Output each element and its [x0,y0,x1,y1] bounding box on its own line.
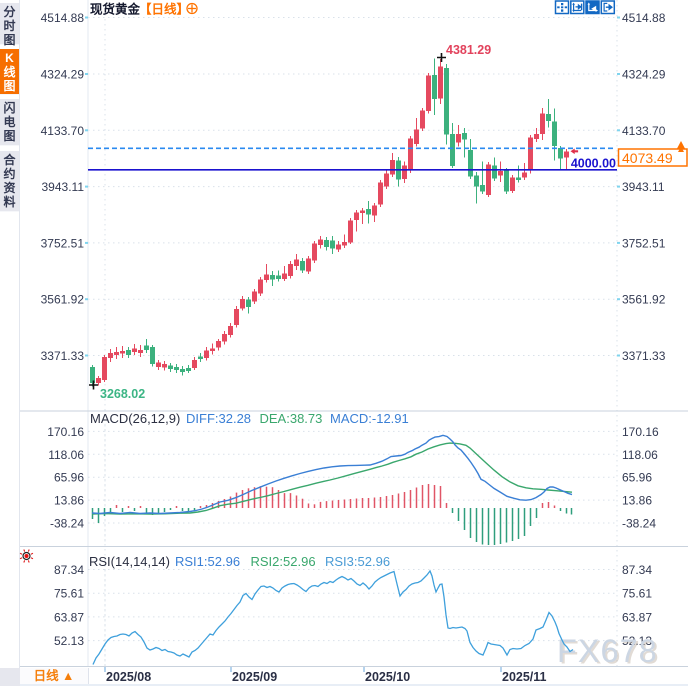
svg-text:13.86: 13.86 [622,494,652,508]
svg-text:RSI1:52.96: RSI1:52.96 [175,554,240,569]
svg-text:2025/08: 2025/08 [106,670,151,684]
svg-text:63.87: 63.87 [622,610,652,624]
svg-text:3752.51: 3752.51 [622,236,666,250]
svg-text:52.13: 52.13 [622,634,652,648]
svg-text:3943.11: 3943.11 [622,180,665,194]
svg-text:-38.24: -38.24 [622,517,656,531]
svg-text:3371.33: 3371.33 [622,349,666,363]
svg-text:2025/10: 2025/10 [365,670,410,684]
svg-text:3371.33: 3371.33 [41,349,85,363]
svg-text:FX678: FX678 [557,633,658,669]
svg-text:MACD:-12.91: MACD:-12.91 [330,411,409,426]
svg-text:DIFF:32.28: DIFF:32.28 [186,411,251,426]
svg-text:65.96: 65.96 [622,471,652,485]
svg-text:DEA:38.73: DEA:38.73 [260,411,323,426]
svg-text:87.34: 87.34 [622,563,652,577]
svg-text:4514.88: 4514.88 [41,11,85,25]
svg-text:3752.51: 3752.51 [41,236,85,250]
svg-text:4133.70: 4133.70 [622,124,666,138]
svg-text:MACD(26,12,9): MACD(26,12,9) [90,411,180,426]
svg-text:4324.29: 4324.29 [622,68,666,82]
svg-text:13.86: 13.86 [54,494,84,508]
svg-text:4324.29: 4324.29 [41,68,85,82]
svg-text:87.34: 87.34 [54,563,84,577]
svg-text:-38.24: -38.24 [50,517,84,531]
svg-text:4133.70: 4133.70 [41,124,85,138]
svg-text:170.16: 170.16 [622,425,659,439]
svg-text:FX678: FX678 [559,635,660,671]
svg-text:RSI(14,14,14): RSI(14,14,14) [89,554,170,569]
svg-text:52.13: 52.13 [54,634,84,648]
svg-text:3561.92: 3561.92 [622,293,666,307]
svg-text:118.06: 118.06 [622,448,658,462]
svg-text:75.61: 75.61 [54,587,84,601]
svg-text:3943.11: 3943.11 [42,180,85,194]
svg-text:4381.29: 4381.29 [446,43,491,57]
svg-text:RSI3:52.96: RSI3:52.96 [325,554,390,569]
svg-text:3268.02: 3268.02 [100,387,145,401]
svg-text:4073.49: 4073.49 [622,150,673,166]
svg-text:118.06: 118.06 [48,448,84,462]
svg-text:4514.88: 4514.88 [622,11,666,25]
svg-text:RSI2:52.96: RSI2:52.96 [251,554,316,569]
svg-text:65.96: 65.96 [54,471,84,485]
svg-text:75.61: 75.61 [622,587,652,601]
svg-text:2025/09: 2025/09 [232,670,277,684]
svg-text:现货黄金【日线】: 现货黄金【日线】 [90,2,189,17]
svg-text:2025/11: 2025/11 [502,670,547,684]
svg-text:63.87: 63.87 [54,610,84,624]
svg-text:170.16: 170.16 [47,425,84,439]
svg-text:3561.92: 3561.92 [41,293,85,307]
svg-text:4000.00: 4000.00 [571,157,616,171]
